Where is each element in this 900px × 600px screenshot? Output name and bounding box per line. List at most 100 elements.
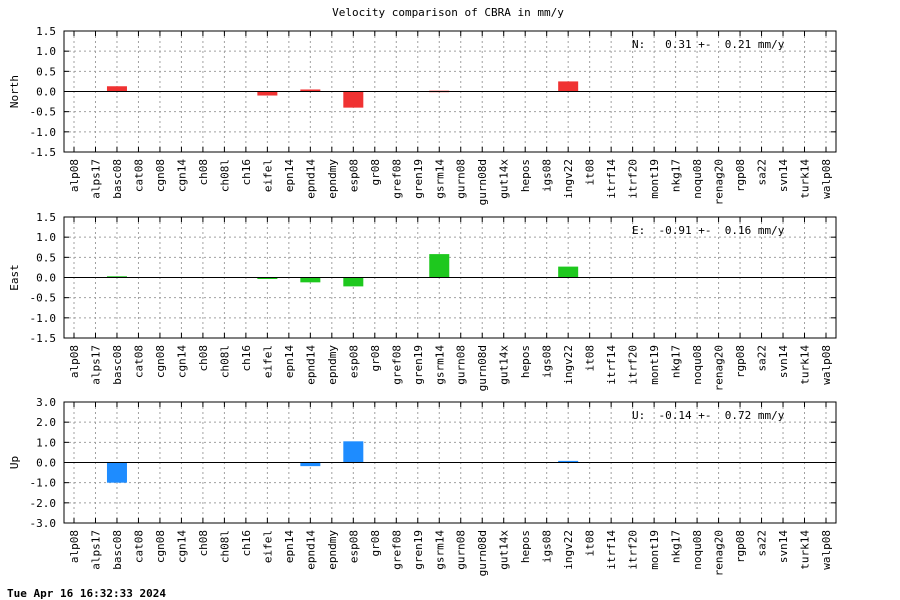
y-tick-label: -1.0 bbox=[30, 126, 57, 139]
y-tick-label: 0.0 bbox=[36, 272, 56, 285]
x-tick-label: esp08 bbox=[347, 345, 360, 378]
bar-basc08 bbox=[106, 86, 127, 92]
x-tick-label: gurn08 bbox=[455, 159, 468, 199]
x-tick-label: walp08 bbox=[820, 345, 833, 385]
x-tick-label: nkg17 bbox=[670, 345, 683, 378]
x-tick-label: it08 bbox=[584, 345, 597, 372]
x-tick-label: gurn08d bbox=[476, 530, 489, 576]
x-tick-label: gurn08d bbox=[476, 159, 489, 205]
x-tick-label: mont19 bbox=[648, 159, 661, 199]
x-tick-label: basc08 bbox=[111, 530, 124, 570]
x-tick-label: renag20 bbox=[713, 345, 726, 391]
x-tick-label: ingv22 bbox=[562, 345, 575, 385]
bar-epnd14 bbox=[300, 277, 321, 283]
plot-frame bbox=[63, 216, 837, 339]
x-tick-label: sa22 bbox=[756, 159, 769, 186]
x-tick-label: noqu08 bbox=[691, 159, 704, 199]
x-tick-label: alps17 bbox=[89, 530, 102, 570]
x-tick-label: eifel bbox=[261, 159, 274, 192]
x-tick-label: epndmy bbox=[326, 530, 339, 570]
x-tick-label: itrf20 bbox=[627, 530, 640, 570]
x-tick-label: hepos bbox=[519, 159, 532, 192]
x-tick-label: cat08 bbox=[132, 530, 145, 563]
x-tick-label: epnd14 bbox=[304, 345, 317, 385]
x-tick-label: gren19 bbox=[412, 530, 425, 570]
x-tick-label: epn14 bbox=[283, 159, 296, 192]
x-tick-label: turk14 bbox=[799, 345, 812, 385]
x-tick-label: walp08 bbox=[820, 159, 833, 199]
x-tick-label: gr08 bbox=[369, 159, 382, 186]
panel-north: 1.5 1.0 0.5 0.0 -0.5 -1.0 -1.5 alp08 alps17 basc0… bbox=[8, 25, 837, 205]
x-tick-label: epnd14 bbox=[304, 159, 317, 199]
x-tick-label: gren19 bbox=[412, 345, 425, 385]
x-tick-label: ch16 bbox=[240, 345, 253, 372]
x-tick-label: gurn08d bbox=[476, 345, 489, 391]
x-tick-label: turk14 bbox=[799, 159, 812, 199]
x-tick-label: nkg17 bbox=[670, 159, 683, 192]
x-tick-label: renag20 bbox=[713, 159, 726, 205]
chart-panels: 1.5 1.0 0.5 0.0 -0.5 -1.0 -1.5 alp08 alps17 basc0… bbox=[8, 25, 837, 576]
y-tick-label: 0.5 bbox=[36, 65, 56, 78]
x-tick-label: svn14 bbox=[777, 530, 790, 563]
plot-frame bbox=[63, 30, 837, 153]
x-tick-label: gut14x bbox=[498, 345, 511, 385]
x-tick-label: igs08 bbox=[541, 530, 554, 563]
y-tick-label: -1.0 bbox=[30, 312, 57, 325]
x-tick-label: cat08 bbox=[132, 345, 145, 378]
x-tick-label: gut14x bbox=[498, 530, 511, 570]
x-tick-label: gren19 bbox=[412, 159, 425, 199]
x-tick-label: hepos bbox=[519, 530, 532, 563]
x-tick-label: svn14 bbox=[777, 159, 790, 192]
x-tick-label: epnd14 bbox=[304, 530, 317, 570]
x-tick-label: rgp08 bbox=[734, 345, 747, 378]
stat-annotation: E: -0.91 +- 0.16 mm/y bbox=[632, 224, 785, 237]
x-tick-label: walp08 bbox=[820, 530, 833, 570]
x-tick-label: alp08 bbox=[68, 530, 81, 563]
x-tick-label: it08 bbox=[584, 159, 597, 186]
x-tick-label: svn14 bbox=[777, 345, 790, 378]
y-tick-label: 2.0 bbox=[36, 416, 56, 429]
y-tick-label: 3.0 bbox=[36, 396, 56, 409]
x-tick-label: gut14x bbox=[498, 159, 511, 199]
x-tick-label: cgn08 bbox=[154, 530, 167, 563]
panel-up: 3.0 2.0 1.0 0.0 -1.0 -2.0 -3.0 alp08 alps17 basc0… bbox=[8, 396, 837, 576]
chart-title: Velocity comparison of CBRA in mm/y bbox=[332, 6, 564, 19]
y-tick-label: -0.5 bbox=[30, 292, 57, 305]
x-tick-label: alps17 bbox=[89, 345, 102, 385]
x-tick-label: ch08l bbox=[218, 530, 231, 563]
x-tick-label: itrf14 bbox=[605, 345, 618, 385]
y-tick-label: -1.0 bbox=[30, 477, 57, 490]
x-tick-label: sa22 bbox=[756, 530, 769, 557]
x-tick-label: cgn08 bbox=[154, 345, 167, 378]
x-tick-label: gurn08 bbox=[455, 530, 468, 570]
x-tick-label: esp08 bbox=[347, 530, 360, 563]
bar-eifel bbox=[257, 277, 278, 279]
x-tick-label: eifel bbox=[261, 530, 274, 563]
bar-ingv22 bbox=[558, 460, 579, 463]
stat-annotation: U: -0.14 +- 0.72 mm/y bbox=[632, 409, 785, 422]
x-tick-label: igs08 bbox=[541, 345, 554, 378]
y-tick-label: -0.5 bbox=[30, 106, 57, 119]
y-tick-label: 0.0 bbox=[36, 457, 56, 470]
x-tick-label: gref08 bbox=[390, 530, 403, 570]
y-tick-label: 1.0 bbox=[36, 231, 56, 244]
x-tick-label: itrf20 bbox=[627, 345, 640, 385]
y-tick-label: -3.0 bbox=[30, 517, 57, 530]
x-tick-label: igs08 bbox=[541, 159, 554, 192]
x-tick-label: cgn14 bbox=[175, 159, 188, 192]
x-tick-label: alp08 bbox=[68, 345, 81, 378]
x-tick-label: gref08 bbox=[390, 345, 403, 385]
x-tick-label: gsrm14 bbox=[433, 345, 446, 385]
x-tick-label: gr08 bbox=[369, 530, 382, 557]
y-tick-label: -2.0 bbox=[30, 497, 57, 510]
bar-basc08 bbox=[106, 462, 127, 483]
bar-epnd14 bbox=[300, 89, 321, 92]
plot-frame bbox=[63, 401, 837, 524]
panel-east: 1.5 1.0 0.5 0.0 -0.5 -1.0 -1.5 alp08 alps17 basc0… bbox=[8, 211, 837, 391]
bar-ingv22 bbox=[558, 266, 579, 278]
x-tick-label: ch08l bbox=[218, 159, 231, 192]
bar-eifel bbox=[257, 91, 278, 96]
x-tick-label: alp08 bbox=[68, 159, 81, 192]
x-tick-label: epndmy bbox=[326, 345, 339, 385]
y-tick-label: 1.0 bbox=[36, 45, 56, 58]
